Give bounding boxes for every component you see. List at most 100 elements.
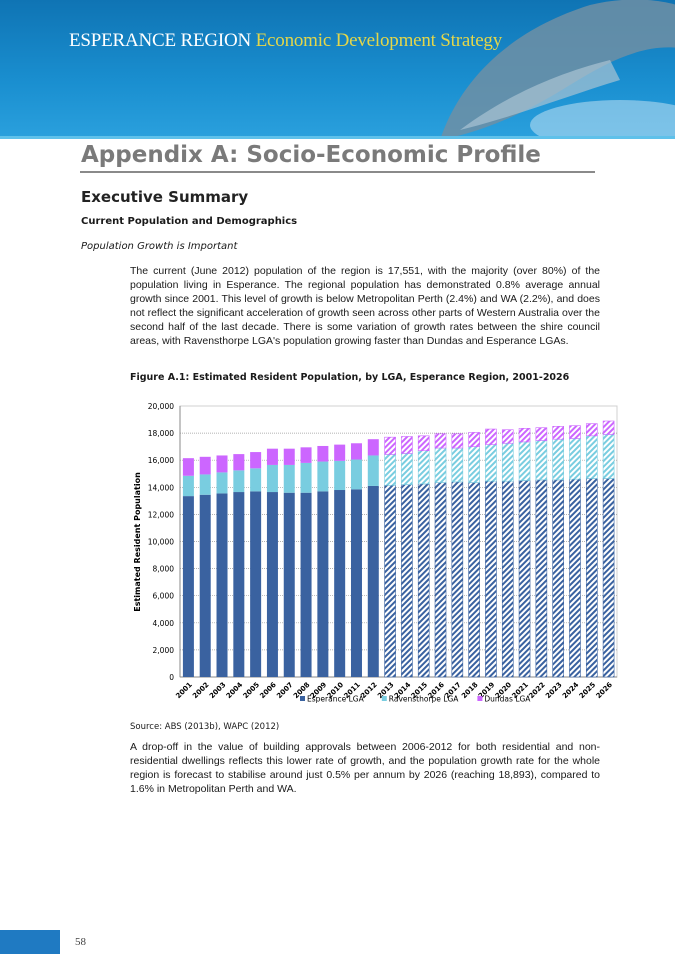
bar-ravensthorpe-lga	[401, 453, 413, 485]
section-title: Executive Summary	[81, 188, 249, 206]
y-tick-label: 12,000	[148, 510, 174, 519]
sub-subsection-title: Population Growth is Important	[81, 241, 238, 252]
y-tick-label: 10,000	[148, 538, 174, 547]
x-tick-label: 2018	[460, 681, 480, 701]
bar-esperance-lga	[317, 491, 329, 677]
x-tick-label: 2026	[595, 681, 615, 701]
bar-esperance-lga	[367, 485, 379, 677]
bar-dundas-lga	[199, 456, 211, 475]
bar-dundas-lga	[569, 425, 581, 439]
bar-dundas-lga	[535, 427, 548, 441]
bar-dundas-lga	[182, 458, 194, 476]
bar-dundas-lga	[233, 454, 245, 471]
bar-dundas-lga	[417, 435, 430, 452]
y-tick-label: 16,000	[148, 456, 174, 465]
bar-dundas-lga	[300, 447, 312, 463]
figure-caption: Figure A.1: Estimated Resident Populatio…	[130, 372, 570, 383]
bar-ravensthorpe-lga	[569, 438, 581, 480]
bar-dundas-lga	[451, 433, 464, 449]
bar-ravensthorpe-lga	[199, 474, 211, 495]
bar-ravensthorpe-lga	[216, 472, 228, 494]
bar-dundas-lga	[350, 443, 362, 460]
y-tick-label: 2,000	[153, 646, 175, 655]
bar-ravensthorpe-lga	[434, 447, 447, 483]
bar-esperance-lga	[350, 489, 362, 677]
x-tick-label: 2003	[208, 681, 228, 701]
y-tick-label: 8,000	[153, 565, 175, 574]
report-title: ESPERANCE REGION Economic Development St…	[69, 30, 502, 52]
bar-dundas-lga	[401, 436, 413, 454]
x-tick-label: 2025	[578, 681, 598, 701]
y-tick-label: 6,000	[153, 592, 175, 601]
bar-ravensthorpe-lga	[602, 434, 615, 479]
bar-esperance-lga	[501, 480, 514, 678]
bar-esperance-lga	[451, 481, 464, 678]
bar-esperance-lga	[417, 483, 430, 678]
x-tick-label: 2005	[242, 681, 262, 701]
bar-ravensthorpe-lga	[552, 438, 564, 481]
y-tick-label: 0	[169, 673, 174, 682]
bar-ravensthorpe-lga	[485, 444, 497, 482]
bar-ravensthorpe-lga	[417, 450, 430, 485]
bar-esperance-lga	[485, 480, 497, 678]
y-tick-label: 14,000	[148, 483, 174, 492]
page-title: Appendix A: Socio-Economic Profile	[81, 142, 541, 168]
page-number: 58	[75, 936, 86, 948]
y-tick-label: 4,000	[153, 619, 175, 628]
bar-dundas-lga	[585, 423, 598, 437]
bar-ravensthorpe-lga	[350, 459, 362, 490]
bar-ravensthorpe-lga	[535, 440, 548, 481]
bar-esperance-lga	[283, 492, 295, 677]
bar-ravensthorpe-lga	[182, 475, 194, 497]
x-tick-label: 2024	[561, 681, 581, 701]
bar-ravensthorpe-lga	[233, 470, 245, 493]
x-tick-label: 2007	[275, 681, 295, 701]
x-tick-label: 2002	[191, 681, 211, 701]
bar-dundas-lga	[485, 428, 497, 445]
bar-ravensthorpe-lga	[501, 442, 514, 482]
bar-ravensthorpe-lga	[283, 464, 295, 493]
banner-stripe	[0, 136, 675, 139]
bar-dundas-lga	[552, 426, 564, 440]
bar-esperance-lga	[569, 478, 581, 678]
bar-esperance-lga	[266, 492, 278, 677]
x-tick-label: 2006	[258, 681, 278, 701]
bar-esperance-lga	[468, 482, 480, 678]
bar-dundas-lga	[367, 439, 379, 456]
x-tick-label: 2001	[174, 681, 194, 701]
bar-ravensthorpe-lga	[367, 455, 379, 486]
bar-esperance-lga	[535, 479, 548, 678]
bar-dundas-lga	[602, 420, 615, 435]
x-tick-label: 2004	[225, 681, 245, 701]
legend-label: Esperance LGA	[307, 695, 365, 704]
bar-dundas-lga	[317, 445, 329, 462]
bar-esperance-lga	[300, 492, 312, 677]
population-chart: Estimated Resident Population 0 2,000 4,00…	[133, 402, 618, 704]
bar-ravensthorpe-lga	[468, 446, 480, 483]
bar-ravensthorpe-lga	[250, 468, 262, 492]
bar-dundas-lga	[501, 429, 514, 444]
bar-dundas-lga	[216, 455, 228, 473]
figure-source: Source: ABS (2013b), WAPC (2012)	[130, 722, 280, 732]
bar-esperance-lga	[182, 496, 194, 677]
bar-dundas-lga	[468, 432, 480, 447]
brand-text: ESPERANCE REGION	[69, 30, 252, 51]
bar-esperance-lga	[434, 482, 447, 678]
bar-dundas-lga	[266, 448, 278, 465]
bar-esperance-lga	[518, 480, 531, 678]
bar-dundas-lga	[434, 433, 447, 449]
bar-esperance-lga	[552, 479, 564, 678]
bar-esperance-lga	[233, 492, 245, 677]
bar-esperance-lga	[216, 493, 228, 677]
bar-esperance-lga	[585, 478, 598, 678]
legend-swatch	[477, 696, 483, 701]
bar-esperance-lga	[384, 484, 396, 678]
bar-ravensthorpe-lga	[518, 441, 531, 481]
legend-swatch	[300, 696, 305, 701]
bar-ravensthorpe-lga	[317, 461, 329, 492]
paragraph-population: The current (June 2012) population of th…	[130, 265, 600, 347]
header-banner: ESPERANCE REGION Economic Development St…	[0, 0, 675, 138]
bar-ravensthorpe-lga	[300, 462, 312, 493]
x-tick-label: 2023	[544, 681, 564, 701]
bar-esperance-lga	[250, 491, 262, 677]
